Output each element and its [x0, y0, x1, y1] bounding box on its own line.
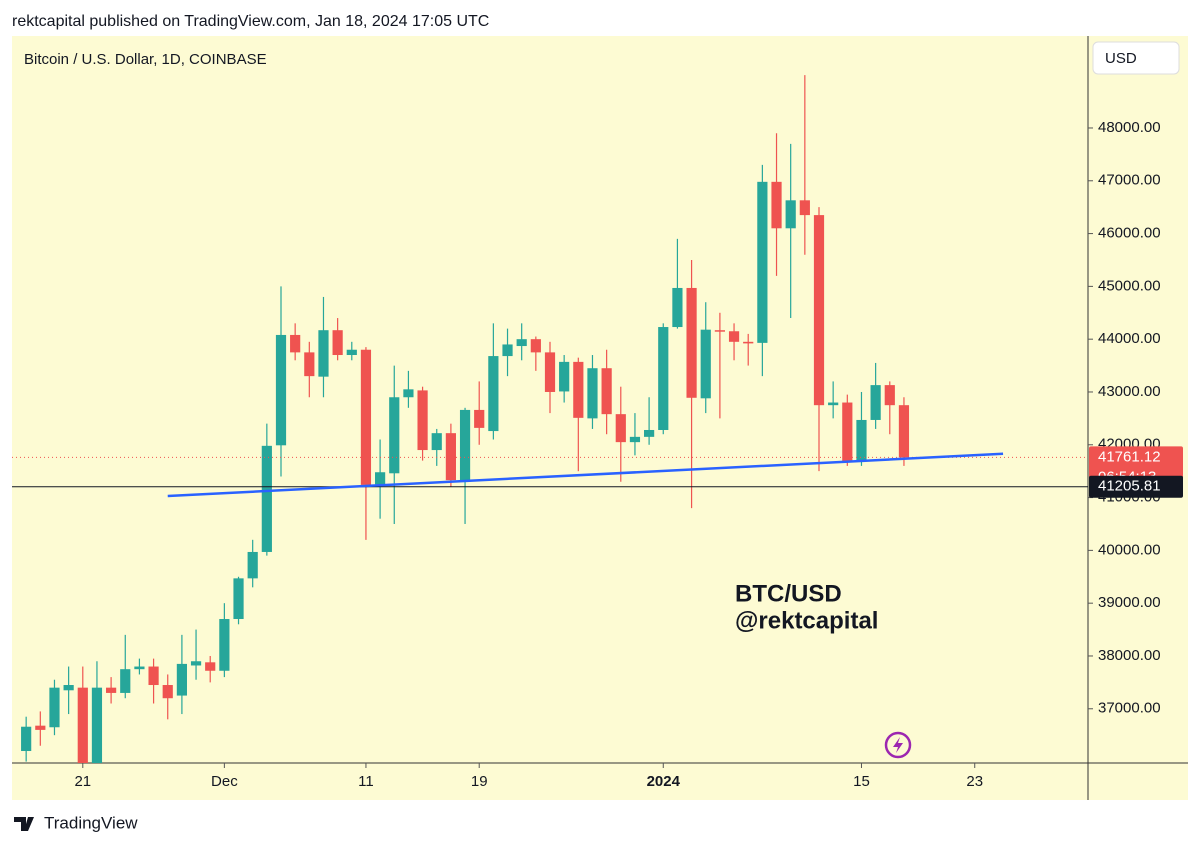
candle-body — [233, 578, 244, 620]
y-tick-label: 47000.00 — [1098, 172, 1161, 189]
candle-body — [106, 687, 117, 693]
x-tick-label: 15 — [853, 773, 870, 790]
candle-body — [530, 339, 541, 353]
candle-body — [559, 361, 570, 392]
logo — [14, 817, 34, 831]
annotation: BTC/USD — [735, 580, 842, 607]
candle-body — [884, 385, 895, 406]
candle-body — [573, 361, 584, 418]
candle-body — [21, 726, 32, 752]
candle-body — [601, 368, 612, 415]
published-line: rektcapital published on TradingView.com… — [12, 13, 489, 30]
y-tick-label: 45000.00 — [1098, 277, 1161, 294]
candle-body — [474, 409, 485, 428]
candle-body — [205, 662, 216, 671]
candle-body — [261, 445, 272, 552]
candle-body — [77, 687, 88, 763]
candle-body — [813, 215, 825, 406]
candle-body — [247, 551, 258, 579]
currency-label[interactable]: USD — [1105, 50, 1137, 67]
x-tick-label: 21 — [74, 773, 91, 790]
candle-body — [700, 329, 711, 399]
hline-box — [1089, 475, 1183, 498]
icon-bolt — [893, 737, 903, 753]
candle-body — [629, 436, 641, 443]
x-tick-label: 23 — [966, 773, 983, 790]
y-tick-label: 48000.00 — [1098, 119, 1161, 136]
plot-area — [12, 75, 1088, 763]
candle-body — [431, 433, 442, 451]
candle-body — [516, 339, 527, 347]
candle-body — [672, 287, 683, 328]
candle-body — [304, 352, 315, 377]
candle-body — [134, 666, 145, 670]
last-price-label: 41761.12 — [1098, 448, 1161, 465]
candle-body — [459, 409, 471, 481]
candle-body — [828, 402, 839, 406]
candle-body — [332, 330, 343, 356]
icon — [884, 731, 912, 759]
candle-body — [176, 663, 187, 696]
trendline — [167, 452, 1004, 498]
candle-body — [757, 181, 768, 343]
chart-panel — [12, 36, 1188, 800]
candle-body — [686, 287, 697, 398]
chart-title: Bitcoin / U.S. Dollar, 1D, COINBASE — [24, 51, 267, 68]
candle-body — [162, 685, 173, 699]
candle-body — [190, 661, 202, 666]
candle-body — [120, 669, 131, 693]
candle-body — [842, 402, 853, 462]
candle-body — [870, 385, 881, 420]
candle-body — [63, 685, 74, 691]
y-tick-label: 40000.00 — [1098, 541, 1161, 558]
candle-body — [91, 687, 103, 763]
candle-body — [375, 472, 386, 485]
candle-body — [49, 687, 60, 728]
candle-body — [856, 419, 867, 461]
footer-brand: TradingView — [44, 813, 138, 832]
candle-body — [403, 389, 414, 398]
y-tick-label: 37000.00 — [1098, 700, 1161, 717]
candle-body — [728, 331, 740, 342]
candle-body — [219, 619, 230, 671]
y-tick-label: 38000.00 — [1098, 647, 1161, 664]
candle-body — [360, 349, 372, 485]
x-tick-label: Dec — [211, 773, 238, 790]
candle-body — [658, 327, 669, 430]
candle-body — [148, 666, 159, 686]
y-tick-label: 44000.00 — [1098, 330, 1161, 347]
y-tick-label: 43000.00 — [1098, 383, 1161, 400]
overlay: 37000.0038000.0039000.0040000.0041000.00… — [74, 119, 1183, 790]
candle-body — [544, 352, 556, 392]
candle-body — [587, 368, 598, 419]
annotation: @rektcapital — [735, 607, 878, 634]
candle-body — [275, 334, 287, 446]
candle-body — [799, 200, 810, 216]
candle-body — [318, 330, 329, 377]
candle-body — [389, 397, 400, 474]
x-tick-label: 19 — [471, 773, 488, 790]
candle-body — [290, 334, 301, 353]
candle-body — [771, 181, 782, 229]
candle-body — [417, 390, 428, 451]
candle-body — [615, 414, 626, 443]
y-tick-label: 46000.00 — [1098, 225, 1161, 242]
hline-label: 41205.81 — [1098, 478, 1161, 495]
candle-body — [785, 200, 796, 229]
candle-body — [35, 725, 46, 730]
candle-body — [346, 349, 357, 356]
candle-body — [743, 341, 754, 344]
candle-body — [898, 405, 910, 458]
candle-body — [644, 429, 655, 437]
x-tick-label: 2024 — [647, 773, 681, 790]
candle-body — [488, 356, 499, 432]
currency-button[interactable] — [1092, 41, 1180, 75]
candle-body — [445, 433, 456, 481]
y-tick-label: 39000.00 — [1098, 594, 1161, 611]
candle-body — [714, 330, 725, 332]
x-tick-label: 11 — [358, 773, 374, 790]
candle-body — [502, 344, 513, 357]
